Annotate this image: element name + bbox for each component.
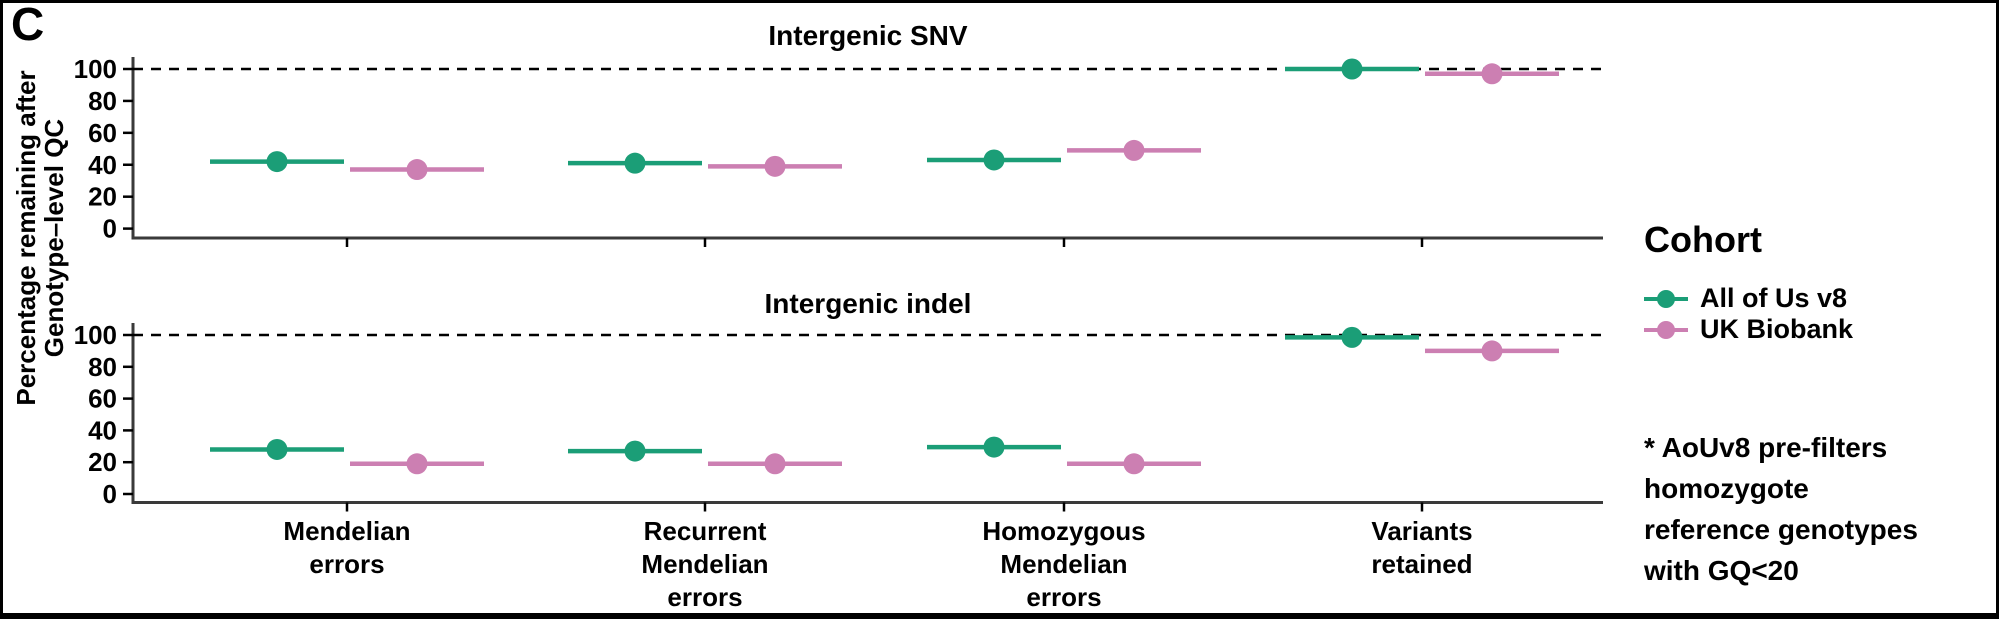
legend-item-aou[interactable]: All of Us v8 — [1644, 283, 1853, 314]
data-point — [624, 440, 646, 462]
data-point — [406, 159, 428, 181]
footnote-line: * AoUv8 pre-filters — [1644, 432, 1888, 463]
data-point — [1481, 63, 1503, 85]
data-point — [266, 151, 288, 173]
legend-item-label: UK Biobank — [1700, 314, 1854, 344]
pointrange-icon — [1644, 284, 1688, 314]
data-point — [983, 149, 1005, 171]
y-tick-label: 20 — [88, 447, 117, 477]
y-tick-label: 0 — [103, 479, 117, 509]
facet-title: Intergenic SNV — [768, 20, 967, 51]
data-point — [983, 436, 1005, 458]
x-category-label: Homozygous Mendelian errors — [982, 516, 1145, 612]
data-point — [1123, 139, 1145, 161]
footnote-line: with GQ<20 — [1644, 555, 1799, 586]
y-tick-label: 80 — [88, 86, 117, 116]
data-point — [624, 152, 646, 174]
data-point — [1123, 453, 1145, 475]
data-point — [1341, 58, 1363, 80]
y-tick-label: 20 — [88, 182, 117, 212]
data-point — [764, 155, 786, 177]
y-tick-label: 60 — [88, 118, 117, 148]
x-category-label: Mendelian errors — [283, 516, 410, 579]
data-point — [406, 453, 428, 475]
panel-label: C — [11, 0, 45, 50]
x-category-label: Variants retained — [1371, 516, 1472, 579]
y-tick-label: 40 — [88, 150, 117, 180]
y-tick-label: 80 — [88, 352, 117, 382]
legend-title: Cohort — [1644, 219, 1762, 260]
y-tick-label: 100 — [74, 320, 117, 350]
data-point — [1481, 340, 1503, 362]
pointrange-icon — [1644, 315, 1688, 345]
footnote: * AoUv8 pre-filters homozygote reference… — [1644, 427, 1918, 591]
y-tick-label: 100 — [74, 54, 117, 84]
footnote-line: homozygote — [1644, 473, 1809, 504]
data-point — [266, 438, 288, 460]
facet-title: Intergenic indel — [765, 288, 972, 319]
legend-item-ukb[interactable]: UK Biobank — [1644, 314, 1853, 345]
x-category-label: Recurrent Mendelian errors — [641, 516, 768, 612]
data-point — [764, 453, 786, 475]
y-tick-label: 60 — [88, 384, 117, 414]
legend: Cohort All of Us v8 UK Biobank — [1644, 219, 1853, 345]
y-tick-label: 40 — [88, 415, 117, 445]
data-point — [1341, 326, 1363, 348]
y-tick-label: 0 — [103, 214, 117, 244]
footnote-line: reference genotypes — [1644, 514, 1918, 545]
legend-item-label: All of Us v8 — [1700, 283, 1848, 313]
